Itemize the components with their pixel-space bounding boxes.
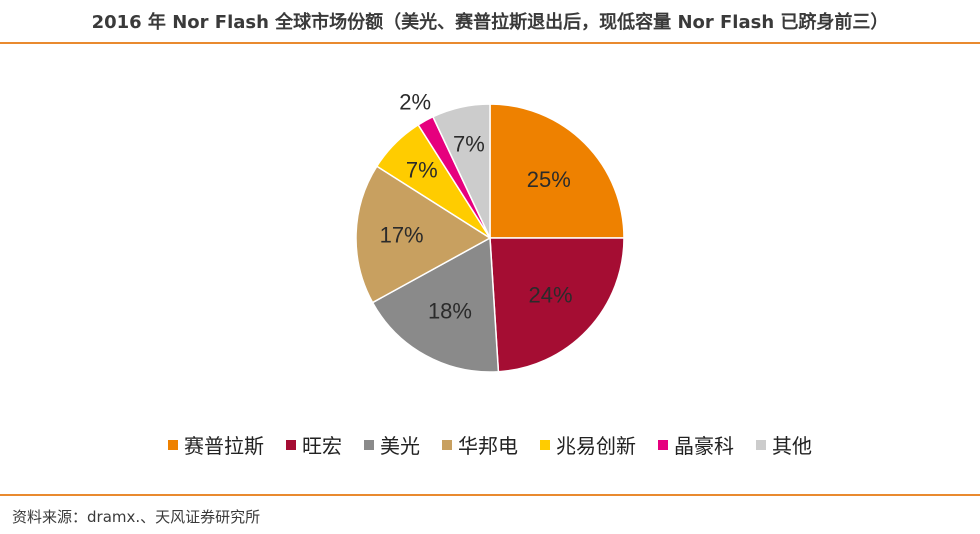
legend: 赛普拉斯 旺宏 美光 华邦电 兆易创新 晶豪科 其他 (0, 430, 980, 459)
legend-swatch (756, 439, 766, 450)
legend-label: 其他 (772, 434, 812, 458)
pie-slice-label-5: 7% (406, 157, 438, 182)
legend-item-7: 其他 (756, 430, 812, 459)
legend-label: 晶豪科 (674, 434, 734, 458)
pie-slice-3 (371, 236, 500, 373)
pie-slice-1 (489, 103, 625, 239)
pie-slice-7 (431, 103, 491, 239)
pie-chart: 25% 24% 18% 17% 7% 2% 7% (355, 89, 625, 373)
legend-swatch (540, 439, 550, 450)
legend-item-3: 美光 (364, 430, 420, 459)
legend-item-4: 华邦电 (442, 430, 518, 459)
legend-item-5: 兆易创新 (540, 430, 636, 459)
pie-slice-label-6: 2% (399, 89, 431, 114)
pie-slice-label-7: 7% (453, 131, 485, 156)
pie-slice-label-2: 24% (529, 282, 573, 307)
pie-slice-2 (489, 237, 625, 373)
legend-label: 赛普拉斯 (184, 434, 264, 458)
pie-slice-label-1: 25% (527, 167, 571, 192)
pie-slices (355, 103, 625, 373)
legend-label: 兆易创新 (556, 434, 636, 458)
title-divider (0, 42, 980, 44)
legend-item-1: 赛普拉斯 (168, 430, 264, 459)
legend-label: 华邦电 (458, 434, 518, 458)
legend-swatch (364, 439, 374, 450)
legend-item-6: 晶豪科 (658, 430, 734, 459)
legend-label: 美光 (380, 434, 420, 458)
legend-swatch (286, 439, 296, 450)
legend-swatch (168, 439, 178, 450)
legend-item-2: 旺宏 (286, 430, 342, 459)
chart-title: 2016 年 Nor Flash 全球市场份额（美光、赛普拉斯退出后，现低容量 … (91, 12, 889, 33)
source-note: 资料来源：dramx.、天风证券研究所 (12, 508, 261, 526)
legend-label: 旺宏 (302, 434, 342, 458)
pie-slice-label-3: 18% (428, 298, 472, 323)
source-divider (0, 494, 980, 496)
legend-swatch (442, 439, 452, 450)
legend-swatch (658, 439, 668, 450)
pie-labels: 25% 24% 18% 17% 7% 2% 7% (380, 89, 573, 323)
pie-slice-label-4: 17% (380, 223, 424, 248)
pie-slice-4 (355, 165, 492, 304)
